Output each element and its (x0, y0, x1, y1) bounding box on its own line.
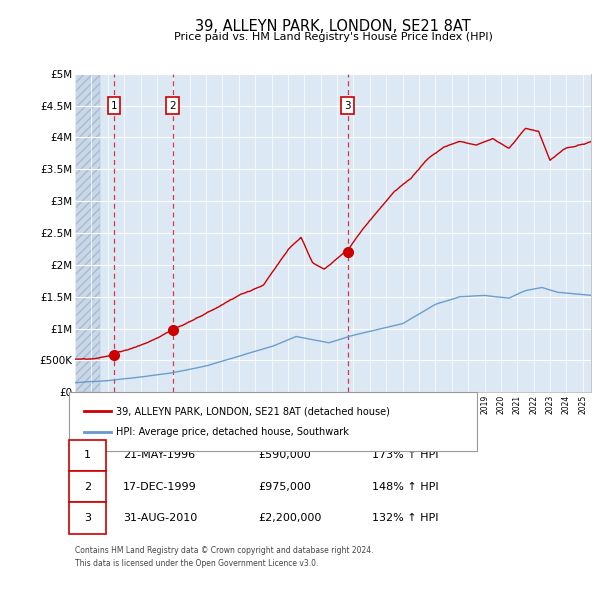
Text: £590,000: £590,000 (258, 451, 311, 460)
Text: 2: 2 (84, 482, 91, 491)
Text: This data is licensed under the Open Government Licence v3.0.: This data is licensed under the Open Gov… (75, 559, 319, 568)
Text: £975,000: £975,000 (258, 482, 311, 491)
Text: 148% ↑ HPI: 148% ↑ HPI (372, 482, 439, 491)
Text: 132% ↑ HPI: 132% ↑ HPI (372, 513, 439, 523)
Text: 3: 3 (344, 101, 351, 110)
Text: 39, ALLEYN PARK, LONDON, SE21 8AT (detached house): 39, ALLEYN PARK, LONDON, SE21 8AT (detac… (116, 407, 389, 417)
Text: 17-DEC-1999: 17-DEC-1999 (123, 482, 197, 491)
Text: 31-AUG-2010: 31-AUG-2010 (123, 513, 197, 523)
Bar (75, 74, 100, 392)
Text: Contains HM Land Registry data © Crown copyright and database right 2024.: Contains HM Land Registry data © Crown c… (75, 546, 373, 555)
Text: 2: 2 (169, 101, 176, 110)
Text: HPI: Average price, detached house, Southwark: HPI: Average price, detached house, Sout… (116, 427, 349, 437)
Text: 173% ↑ HPI: 173% ↑ HPI (372, 451, 439, 460)
Text: £2,200,000: £2,200,000 (258, 513, 322, 523)
Text: 1: 1 (110, 101, 117, 110)
Text: 1: 1 (84, 451, 91, 460)
Text: 3: 3 (84, 513, 91, 523)
Text: 21-MAY-1996: 21-MAY-1996 (123, 451, 195, 460)
Text: 39, ALLEYN PARK, LONDON, SE21 8AT: 39, ALLEYN PARK, LONDON, SE21 8AT (195, 19, 471, 34)
Text: Price paid vs. HM Land Registry's House Price Index (HPI): Price paid vs. HM Land Registry's House … (173, 32, 493, 42)
